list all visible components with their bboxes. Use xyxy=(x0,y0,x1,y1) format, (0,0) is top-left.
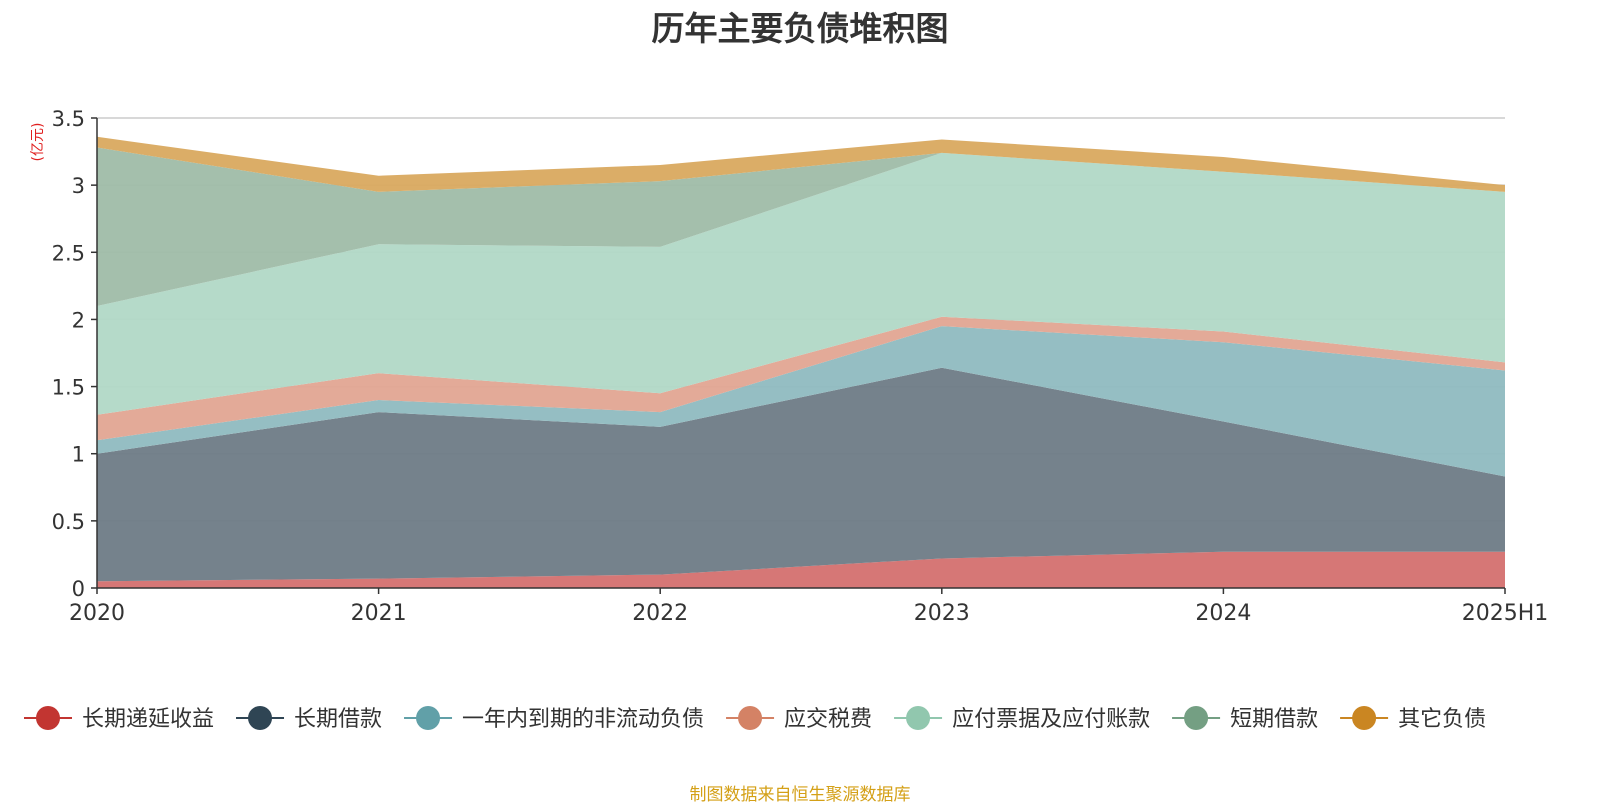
legend-label: 长期递延收益 xyxy=(82,707,214,732)
area-series-5 xyxy=(97,147,1505,306)
legend-label: 一年内到期的非流动负债 xyxy=(462,707,704,732)
legend-label: 短期借款 xyxy=(1230,707,1318,732)
legend-marker xyxy=(1184,706,1209,730)
legend-marker xyxy=(906,706,931,730)
y-tick-label: 2.5 xyxy=(52,241,85,265)
y-tick-label: 0.5 xyxy=(52,510,85,534)
legend-item-0[interactable]: 长期递延收益 xyxy=(24,706,214,732)
legend-item-1[interactable]: 长期借款 xyxy=(236,706,382,732)
x-tick-label: 2025H1 xyxy=(1462,601,1549,626)
axes: 0 0.5 1 1.5 2 2.5 3 3.5 2020 2021 2022 2023 2024 2025… xyxy=(52,107,1549,626)
legend-label: 其它负债 xyxy=(1398,707,1486,732)
x-tick-label: 2022 xyxy=(632,601,688,626)
legend-item-3[interactable]: 应交税费 xyxy=(726,706,872,732)
legend-marker xyxy=(1352,706,1377,730)
area-series-3 xyxy=(97,316,1505,441)
legend-marker xyxy=(248,706,273,730)
area-series xyxy=(97,136,1505,588)
x-tick-label: 2024 xyxy=(1195,601,1251,626)
legend-item-2[interactable]: 一年内到期的非流动负债 xyxy=(404,706,704,732)
x-tick-label: 2020 xyxy=(69,601,125,626)
area-series-6 xyxy=(97,136,1505,192)
y-axis-unit: (亿元) xyxy=(30,123,46,162)
legend-marker xyxy=(416,706,441,730)
legend-marker xyxy=(738,706,763,730)
y-tick-label: 3 xyxy=(72,174,85,198)
chart-title: 历年主要负债堆积图 xyxy=(651,9,949,48)
y-tick-label: 0 xyxy=(72,577,85,601)
area-series-2 xyxy=(97,326,1505,477)
legend-label: 应交税费 xyxy=(784,707,872,732)
legend: 长期递延收益 长期借款 一年内到期的非流动负债 应交税费 应付票据及应付账款 短期借款 其它… xyxy=(24,706,1486,732)
x-tick-label: 2023 xyxy=(914,601,970,626)
y-tick-label: 2 xyxy=(72,308,85,332)
area-series-4 xyxy=(97,152,1505,415)
legend-label: 应付票据及应付账款 xyxy=(952,707,1150,732)
y-tick-label: 1 xyxy=(72,443,85,467)
data-source-note: 制图数据来自恒生聚源数据库 xyxy=(689,785,911,805)
area-series-0 xyxy=(97,551,1505,588)
y-tick-label: 1.5 xyxy=(52,376,85,400)
y-tick-label: 3.5 xyxy=(52,107,85,131)
legend-label: 长期借款 xyxy=(294,707,382,732)
x-tick-label: 2021 xyxy=(351,601,407,626)
legend-item-5[interactable]: 短期借款 xyxy=(1172,706,1318,732)
legend-marker xyxy=(36,706,60,730)
area-series-1 xyxy=(97,367,1505,582)
legend-item-4[interactable]: 应付票据及应付账款 xyxy=(894,706,1150,732)
legend-item-6[interactable]: 其它负债 xyxy=(1340,706,1486,732)
